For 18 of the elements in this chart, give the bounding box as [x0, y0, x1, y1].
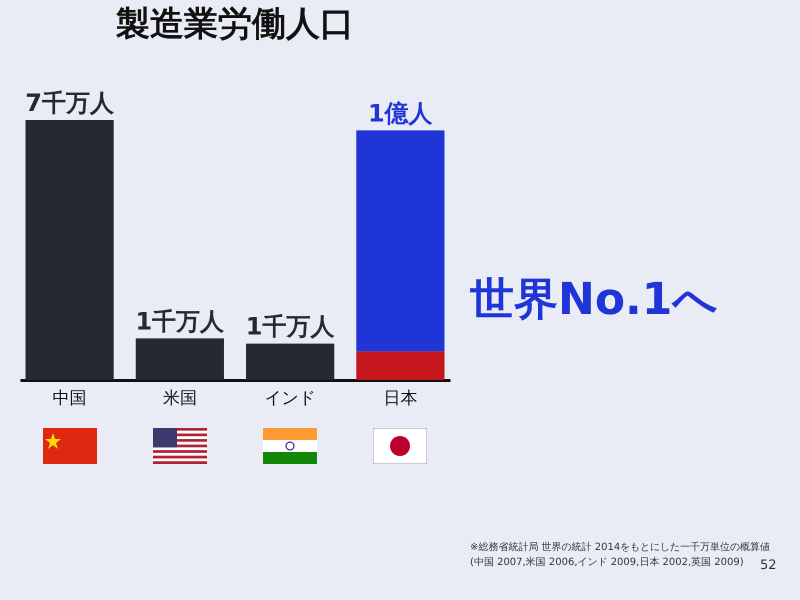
text: 52: [760, 558, 777, 573]
bar: [136, 338, 224, 380]
annotation: 1億人: [368, 99, 434, 128]
text: 世界No.1へ: [470, 273, 718, 327]
x-tick-label: 米国: [162, 388, 197, 408]
chart-title: 製造業労働人口: [115, 4, 354, 44]
annotation: 1千万人: [246, 312, 336, 341]
x-tick-label: インド: [264, 388, 316, 408]
bar: [26, 120, 114, 380]
x-tick-label: 中国: [52, 388, 87, 408]
bar: [356, 130, 444, 352]
text: (中国 2007,米国 2006,インド 2009,日本 2002,英国 2009): [470, 557, 744, 568]
bar: [356, 351, 444, 380]
bar: [246, 344, 334, 380]
text: ※総務省統計局 世界の統計 2014をもとにした一千万単位の概算値: [470, 540, 770, 555]
x-tick-label: 日本: [383, 388, 418, 408]
annotation: 1千万人: [136, 307, 226, 336]
annotation: 7千万人: [25, 89, 115, 117]
